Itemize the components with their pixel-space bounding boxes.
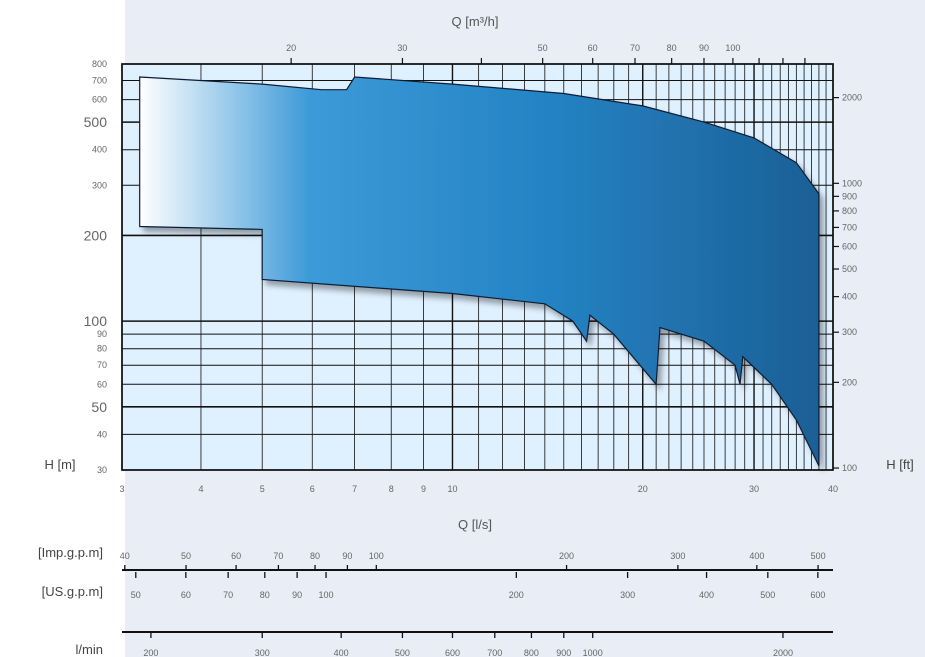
x-tick-label: 20 bbox=[638, 484, 648, 494]
scale-tick-label: 500 bbox=[760, 590, 775, 600]
scale-tick-label: 200 bbox=[143, 648, 158, 657]
scale-label: [Imp.g.p.m] bbox=[38, 545, 103, 560]
y-tick-label: 40 bbox=[97, 429, 107, 439]
x-top-tick-label: 90 bbox=[699, 43, 709, 53]
scale-tick-label: 400 bbox=[749, 551, 764, 561]
y-right-tick-label: 700 bbox=[842, 222, 857, 232]
x-top-tick-label: 80 bbox=[667, 43, 677, 53]
y-tick-label: 60 bbox=[97, 379, 107, 389]
scale-tick-label: 80 bbox=[260, 590, 270, 600]
pump-envelope-area bbox=[139, 76, 820, 467]
y-axis-title-right: H [ft] bbox=[886, 457, 913, 472]
y-tick-label: 50 bbox=[91, 399, 107, 415]
y-tick-label: 70 bbox=[97, 360, 107, 370]
y-tick-label: 200 bbox=[84, 227, 108, 243]
y-right-tick-label: 1000 bbox=[842, 178, 862, 188]
x-tick-label: 6 bbox=[310, 484, 315, 494]
x-top-tick-label: 30 bbox=[397, 43, 407, 53]
scale-tick-label: 800 bbox=[524, 648, 539, 657]
scale-tick-label: 500 bbox=[395, 648, 410, 657]
scale-tick-label: 60 bbox=[231, 551, 241, 561]
scale-tick-label: 400 bbox=[699, 590, 714, 600]
scale-tick-label: 90 bbox=[292, 590, 302, 600]
x-tick-label: 10 bbox=[447, 484, 457, 494]
scale-tick-label: 90 bbox=[342, 551, 352, 561]
y-tick-label: 600 bbox=[92, 95, 107, 105]
scale-tick-label: 300 bbox=[670, 551, 685, 561]
scale-label: l/min bbox=[76, 642, 103, 657]
scale-tick-label: 2000 bbox=[773, 648, 793, 657]
scale-tick-label: 700 bbox=[487, 648, 502, 657]
y-tick-label: 800 bbox=[92, 59, 107, 69]
y-right-tick-label: 900 bbox=[842, 191, 857, 201]
x-tick-label: 3 bbox=[119, 484, 124, 494]
y-right-tick-label: 600 bbox=[842, 241, 857, 251]
x-tick-label: 40 bbox=[828, 484, 838, 494]
x-tick-label: 30 bbox=[749, 484, 759, 494]
y-right-tick-label: 800 bbox=[842, 206, 857, 216]
y-tick-label: 400 bbox=[92, 145, 107, 155]
x-tick-label: 9 bbox=[421, 484, 426, 494]
y-tick-label: 30 bbox=[97, 465, 107, 475]
scale-tick-label: 40 bbox=[120, 551, 130, 561]
y-tick-label: 700 bbox=[92, 76, 107, 86]
scale-tick-label: 50 bbox=[131, 590, 141, 600]
scale-tick-label: 200 bbox=[559, 551, 574, 561]
scale-tick-label: 900 bbox=[556, 648, 571, 657]
x-tick-label: 4 bbox=[198, 484, 203, 494]
y-right-tick-label: 100 bbox=[842, 463, 857, 473]
scale-tick-label: 80 bbox=[310, 551, 320, 561]
scale-tick-label: 600 bbox=[445, 648, 460, 657]
scale-tick-label: 300 bbox=[620, 590, 635, 600]
scale-tick-label: 500 bbox=[811, 551, 826, 561]
x-top-tick-label: 100 bbox=[725, 43, 740, 53]
x-tick-label: 8 bbox=[389, 484, 394, 494]
y-right-tick-label: 500 bbox=[842, 264, 857, 274]
scale-label: [US.g.p.m] bbox=[42, 584, 103, 599]
scale-tick-label: 600 bbox=[810, 590, 825, 600]
x-top-tick-label: 20 bbox=[286, 43, 296, 53]
y-tick-label: 300 bbox=[92, 180, 107, 190]
scale-tick-label: 70 bbox=[223, 590, 233, 600]
y-right-tick-label: 2000 bbox=[842, 93, 862, 103]
x-tick-label: 7 bbox=[352, 484, 357, 494]
scale-tick-label: 100 bbox=[369, 551, 384, 561]
y-tick-label: 500 bbox=[84, 114, 108, 130]
y-tick-label: 90 bbox=[97, 329, 107, 339]
y-right-tick-label: 300 bbox=[842, 327, 857, 337]
x-top-tick-label: 50 bbox=[538, 43, 548, 53]
scale-tick-label: 50 bbox=[181, 551, 191, 561]
scale-tick-label: 400 bbox=[334, 648, 349, 657]
y-tick-label: 80 bbox=[97, 344, 107, 354]
scale-tick-label: 100 bbox=[319, 590, 334, 600]
scale-tick-label: 70 bbox=[273, 551, 283, 561]
y-tick-label: 100 bbox=[84, 313, 108, 329]
x-top-tick-label: 60 bbox=[588, 43, 598, 53]
scale-tick-label: 200 bbox=[509, 590, 524, 600]
x-axis-title-top: Q [m³/h] bbox=[452, 14, 499, 29]
x-axis-title-bottom: Q [l/s] bbox=[458, 517, 492, 532]
x-top-tick-label: 70 bbox=[630, 43, 640, 53]
y-right-tick-label: 400 bbox=[842, 292, 857, 302]
plot-border bbox=[121, 63, 834, 471]
scale-tick-label: 1000 bbox=[583, 648, 603, 657]
x-tick-label: 5 bbox=[260, 484, 265, 494]
y-right-tick-label: 200 bbox=[842, 377, 857, 387]
scale-tick-label: 60 bbox=[181, 590, 191, 600]
scale-tick-label: 300 bbox=[255, 648, 270, 657]
y-axis-title-left: H [m] bbox=[44, 457, 75, 472]
